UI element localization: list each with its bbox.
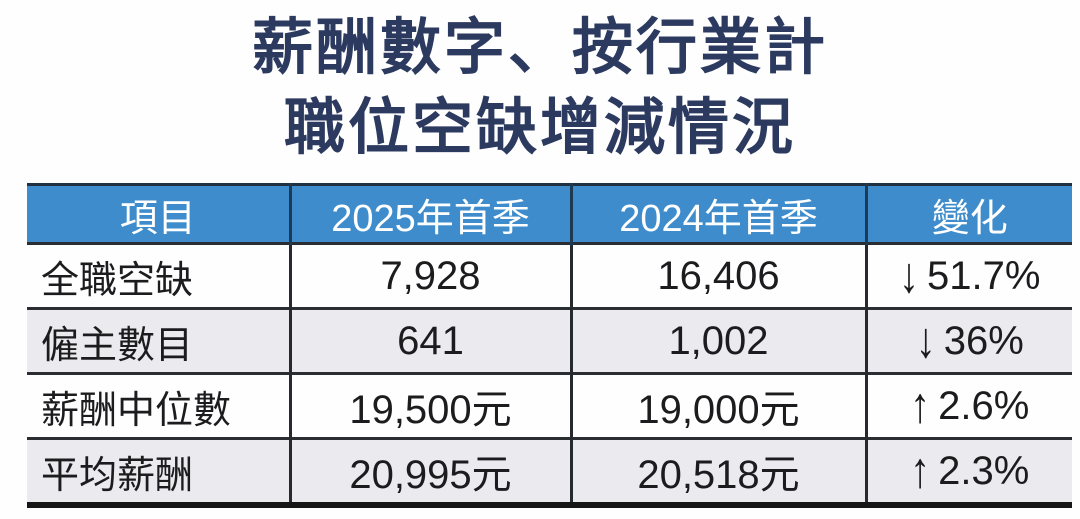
row-change-cell: ↑ 2.3% xyxy=(864,437,1072,505)
change-percent: 2.6% xyxy=(938,383,1030,428)
table-row-median-salary: 薪酬中位數 19,500元 19,000元 ↑ 2.6% xyxy=(27,372,1072,439)
row-change-cell: ↓ 51.7% xyxy=(864,242,1072,309)
down-arrow-icon: ↓ xyxy=(915,312,936,368)
row-2024-value: 16,406 xyxy=(569,242,866,309)
row-item-label: 薪酬中位數 xyxy=(27,372,290,439)
header-change: 變化 xyxy=(864,184,1072,244)
title-line-2: 職位空缺增減情況 xyxy=(283,93,796,161)
change-percent: 36% xyxy=(943,318,1024,363)
up-arrow-icon: ↑ xyxy=(910,377,931,433)
table-row-average-salary: 平均薪酬 20,995元 20,518元 ↑ 2.3% xyxy=(27,437,1072,505)
row-2025-value: 20,995元 xyxy=(288,437,571,505)
row-2024-value: 1,002 xyxy=(569,307,866,374)
table-row-full-time-vacancies: 全職空缺 7,928 16,406 ↓ 51.7% xyxy=(27,242,1072,309)
row-change-cell: ↓ 36% xyxy=(864,307,1072,374)
header-2024-q1: 2024年首季 xyxy=(569,184,866,244)
row-2024-value: 20,518元 xyxy=(569,437,866,505)
header-item: 項目 xyxy=(27,184,290,244)
row-2025-value: 641 xyxy=(288,307,571,374)
row-item-label: 全職空缺 xyxy=(27,242,290,309)
row-item-label: 僱主數目 xyxy=(27,307,290,374)
change-percent: 2.3% xyxy=(938,448,1030,493)
row-item-label: 平均薪酬 xyxy=(27,437,290,505)
page-title: 薪酬數字、按行業計 職位空缺增減情況 xyxy=(0,6,1080,166)
row-2024-value: 19,000元 xyxy=(569,372,866,439)
row-2025-value: 7,928 xyxy=(288,242,571,309)
table-header-row: 項目 2025年首季 2024年首季 變化 xyxy=(27,184,1072,244)
table-row-employers: 僱主數目 641 1,002 ↓ 36% xyxy=(27,307,1072,374)
row-2025-value: 19,500元 xyxy=(288,372,571,439)
change-percent: 51.7% xyxy=(927,253,1041,298)
down-arrow-icon: ↓ xyxy=(899,247,920,303)
header-2025-q1: 2025年首季 xyxy=(288,184,571,244)
row-change-cell: ↑ 2.6% xyxy=(864,372,1072,439)
salary-vacancy-table: 項目 2025年首季 2024年首季 變化 全職空缺 7,928 16,406 … xyxy=(27,183,1072,508)
up-arrow-icon: ↑ xyxy=(910,442,931,498)
title-line-1: 薪酬數字、按行業計 xyxy=(251,13,828,81)
